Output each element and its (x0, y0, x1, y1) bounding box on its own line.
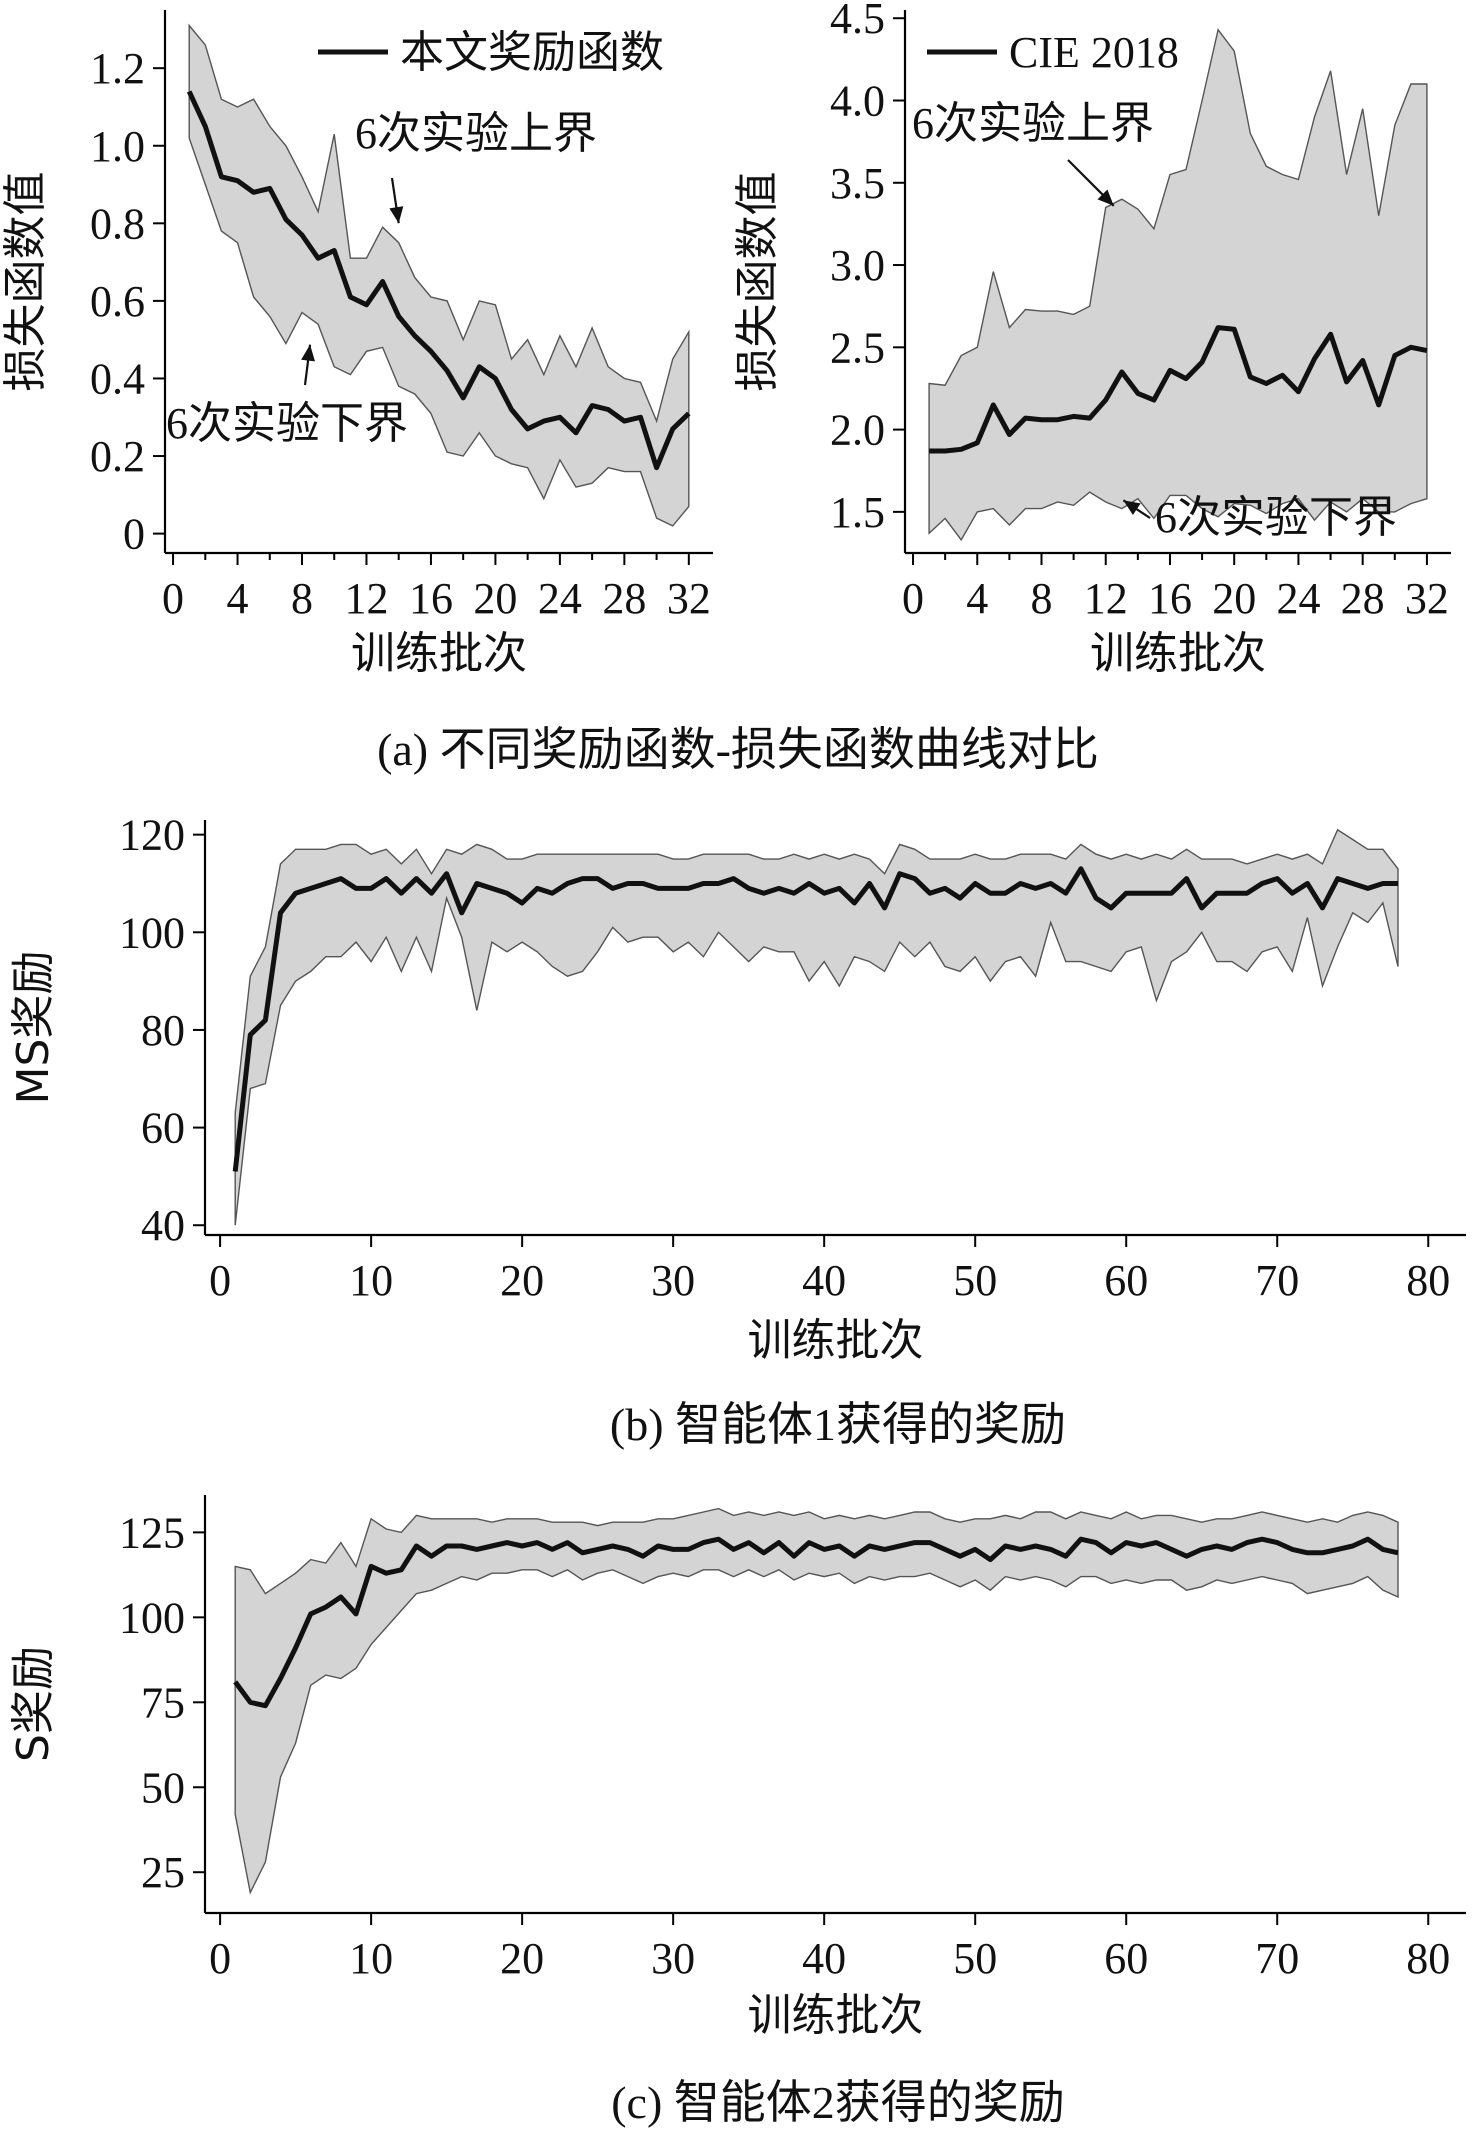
x-tick-label: 20 (500, 1934, 544, 1983)
chart-b: 0 10 20 30 40 50 60 70 80 40 60 80 100 120 训练批次 MS奖励 (8, 811, 1466, 1366)
y-tick-label: 1.0 (90, 122, 145, 171)
y-tick-label: 2.5 (830, 323, 885, 372)
annotation-label: 6次实验上界 (912, 99, 1154, 148)
chart-c: 0 10 20 30 40 50 60 70 80 25 50 75 100 125 训练批次 S奖励 (8, 1495, 1466, 2041)
x-tick-label: 80 (1406, 1256, 1450, 1305)
y-tick-label: 4.0 (830, 77, 885, 126)
caption-b: (b) 智能体1获得的奖励 (610, 1399, 1066, 1450)
y-tick-label: 1.2 (90, 44, 145, 93)
mean-line (233, 1536, 1399, 1709)
y-tick-label: 0.6 (90, 277, 145, 326)
x-axis-title: 训练批次 (351, 628, 527, 679)
y-tick-label: 75 (141, 1678, 185, 1727)
mean-line (929, 325, 1428, 454)
x-tick-label: 28 (602, 574, 646, 623)
x-tick-label: 20 (500, 1256, 544, 1305)
x-tick-label: 10 (349, 1934, 393, 1983)
caption-c: (c) 智能体2获得的奖励 (611, 2077, 1065, 2128)
x-tick-label: 0 (902, 574, 924, 623)
x-tick-label: 50 (953, 1934, 997, 1983)
band-area (234, 1507, 1399, 1895)
y-tick-label: 80 (141, 1006, 185, 1055)
y-tick-label: 50 (141, 1763, 185, 1812)
y-tick-label: 1.5 (830, 488, 885, 537)
annotation-label: 6次实验下界 (1155, 493, 1397, 542)
x-tick-label: 10 (349, 1256, 393, 1305)
y-tick-label: 120 (119, 811, 185, 860)
y-tick-label: 100 (119, 908, 185, 957)
x-tick-label: 0 (162, 574, 184, 623)
annotation-arrowhead (389, 206, 404, 224)
x-tick-label: 50 (953, 1256, 997, 1305)
x-tick-label: 20 (473, 574, 517, 623)
y-axis-title: 损失函数值 (732, 172, 783, 392)
y-tick-label: 3.5 (830, 159, 885, 208)
x-tick-label: 8 (291, 574, 313, 623)
x-tick-label: 70 (1255, 1934, 1299, 1983)
x-tick-label: 28 (1341, 574, 1385, 623)
annotation-label: 6次实验上界 (355, 109, 597, 158)
y-tick-label: 125 (119, 1508, 185, 1557)
x-tick-label: 70 (1255, 1256, 1299, 1305)
mean-line (232, 866, 1398, 1172)
band-area (234, 828, 1399, 1226)
x-tick-label: 32 (667, 574, 711, 623)
x-tick-label: 20 (1212, 574, 1256, 623)
y-tick-label: 40 (141, 1201, 185, 1250)
x-tick-label: 12 (344, 574, 388, 623)
x-tick-label: 30 (651, 1256, 695, 1305)
x-axis-title: 训练批次 (748, 1990, 924, 2041)
y-tick-label: 0 (123, 510, 145, 559)
chart-a-left: 0 4 8 12 16 20 24 28 3200.20.40.60.81.01.2训练批次损失… (0, 10, 713, 679)
chart-a-right: 0 4 8 12 16 20 24 28 32 1.5 2.0 2.5 3.0 3.5 4.0 4.5 训练批次… (732, 0, 1451, 679)
x-tick-label: 24 (1276, 574, 1320, 623)
y-axis-title: 损失函数值 (0, 172, 51, 392)
x-tick-label: 0 (209, 1934, 231, 1983)
x-tick-label: 8 (1031, 574, 1053, 623)
y-tick-label: 4.5 (830, 0, 885, 43)
y-tick-label: 0.2 (90, 432, 145, 481)
x-tick-label: 32 (1405, 574, 1449, 623)
x-tick-label: 24 (538, 574, 582, 623)
caption-a: (a) 不同奖励函数-损失函数曲线对比 (377, 724, 1099, 775)
x-tick-label: 12 (1084, 574, 1128, 623)
band-area (928, 28, 1428, 542)
x-tick-label: 4 (227, 574, 249, 623)
annotation-label: 6次实验下界 (166, 399, 408, 448)
annotation-arrowhead (1097, 189, 1114, 206)
x-tick-label: 80 (1406, 1934, 1450, 1983)
annotation-arrowhead (301, 344, 315, 362)
y-tick-label: 100 (119, 1593, 185, 1642)
mean-line (186, 90, 691, 471)
legend-label: CIE 2018 (1009, 28, 1179, 77)
x-tick-label: 60 (1104, 1934, 1148, 1983)
y-tick-label: 2.0 (830, 406, 885, 455)
x-tick-label: 60 (1104, 1256, 1148, 1305)
y-axis-title: S奖励 (8, 1646, 59, 1762)
y-axis-title: MS奖励 (8, 951, 59, 1105)
x-tick-label: 40 (802, 1256, 846, 1305)
x-axis-title: 训练批次 (748, 1315, 924, 1366)
x-tick-label: 30 (651, 1934, 695, 1983)
legend-label: 本文奖励函数 (400, 28, 664, 77)
y-tick-label: 0.8 (90, 199, 145, 248)
y-tick-label: 25 (141, 1848, 185, 1897)
annotation-arrowhead (1123, 500, 1141, 515)
x-tick-label: 40 (802, 1934, 846, 1983)
y-tick-label: 60 (141, 1104, 185, 1153)
y-tick-label: 3.0 (830, 241, 885, 290)
x-tick-label: 16 (1148, 574, 1192, 623)
band-area (188, 23, 690, 527)
x-tick-label: 0 (209, 1256, 231, 1305)
x-axis-title: 训练批次 (1090, 628, 1266, 679)
x-tick-label: 16 (409, 574, 453, 623)
x-tick-label: 4 (966, 574, 988, 623)
y-tick-label: 0.4 (90, 354, 145, 403)
